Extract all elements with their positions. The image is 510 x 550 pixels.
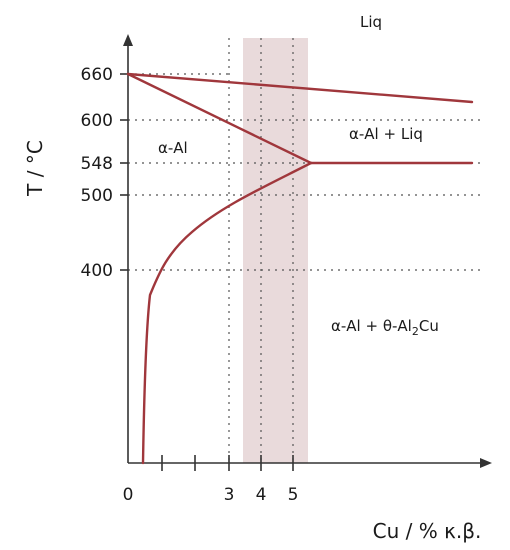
solvus-curve [141, 161, 313, 465]
x-label-3: 3 [224, 485, 235, 505]
region-alpha-theta: α-Al + θ-Al2Cu [331, 317, 439, 338]
region-alpha: α-Al [158, 139, 188, 157]
y-label-400: 400 [81, 261, 113, 281]
composition-band [243, 38, 308, 463]
region-liquid: Liq [360, 13, 382, 31]
x-axis-arrow [480, 458, 492, 468]
x-axis-title: Cu / % κ.β. [373, 519, 482, 543]
y-label-500: 500 [81, 186, 113, 206]
y-label-600: 600 [81, 111, 113, 131]
region-alpha-theta-tail: Cu [419, 317, 439, 335]
alpha-liquidus-line [126, 72, 313, 165]
horizontal-guides [128, 73, 480, 271]
y-axis-arrow [123, 34, 133, 46]
region-alpha-theta-main: α-Al + θ-Al [331, 317, 412, 335]
y-label-548: 548 [81, 154, 113, 174]
x-axis-ticks [161, 455, 294, 471]
region-alpha-liquid: α-Al + Liq [349, 125, 423, 143]
x-label-4: 4 [256, 485, 267, 505]
x-label-5: 5 [288, 485, 299, 505]
x-label-0: 0 [123, 485, 134, 505]
phase-boundaries [126, 72, 474, 465]
y-tick-labels: 660 600 548 500 400 [81, 65, 113, 281]
vertical-guides [228, 38, 294, 463]
y-axis-ticks [120, 73, 128, 271]
y-axis-title: T / °C [23, 140, 47, 197]
y-label-660: 660 [81, 65, 113, 85]
x-tick-labels: 0 3 4 5 [123, 485, 299, 505]
region-alpha-theta-subscript: 2 [412, 325, 419, 338]
liquidus-line [126, 72, 474, 104]
